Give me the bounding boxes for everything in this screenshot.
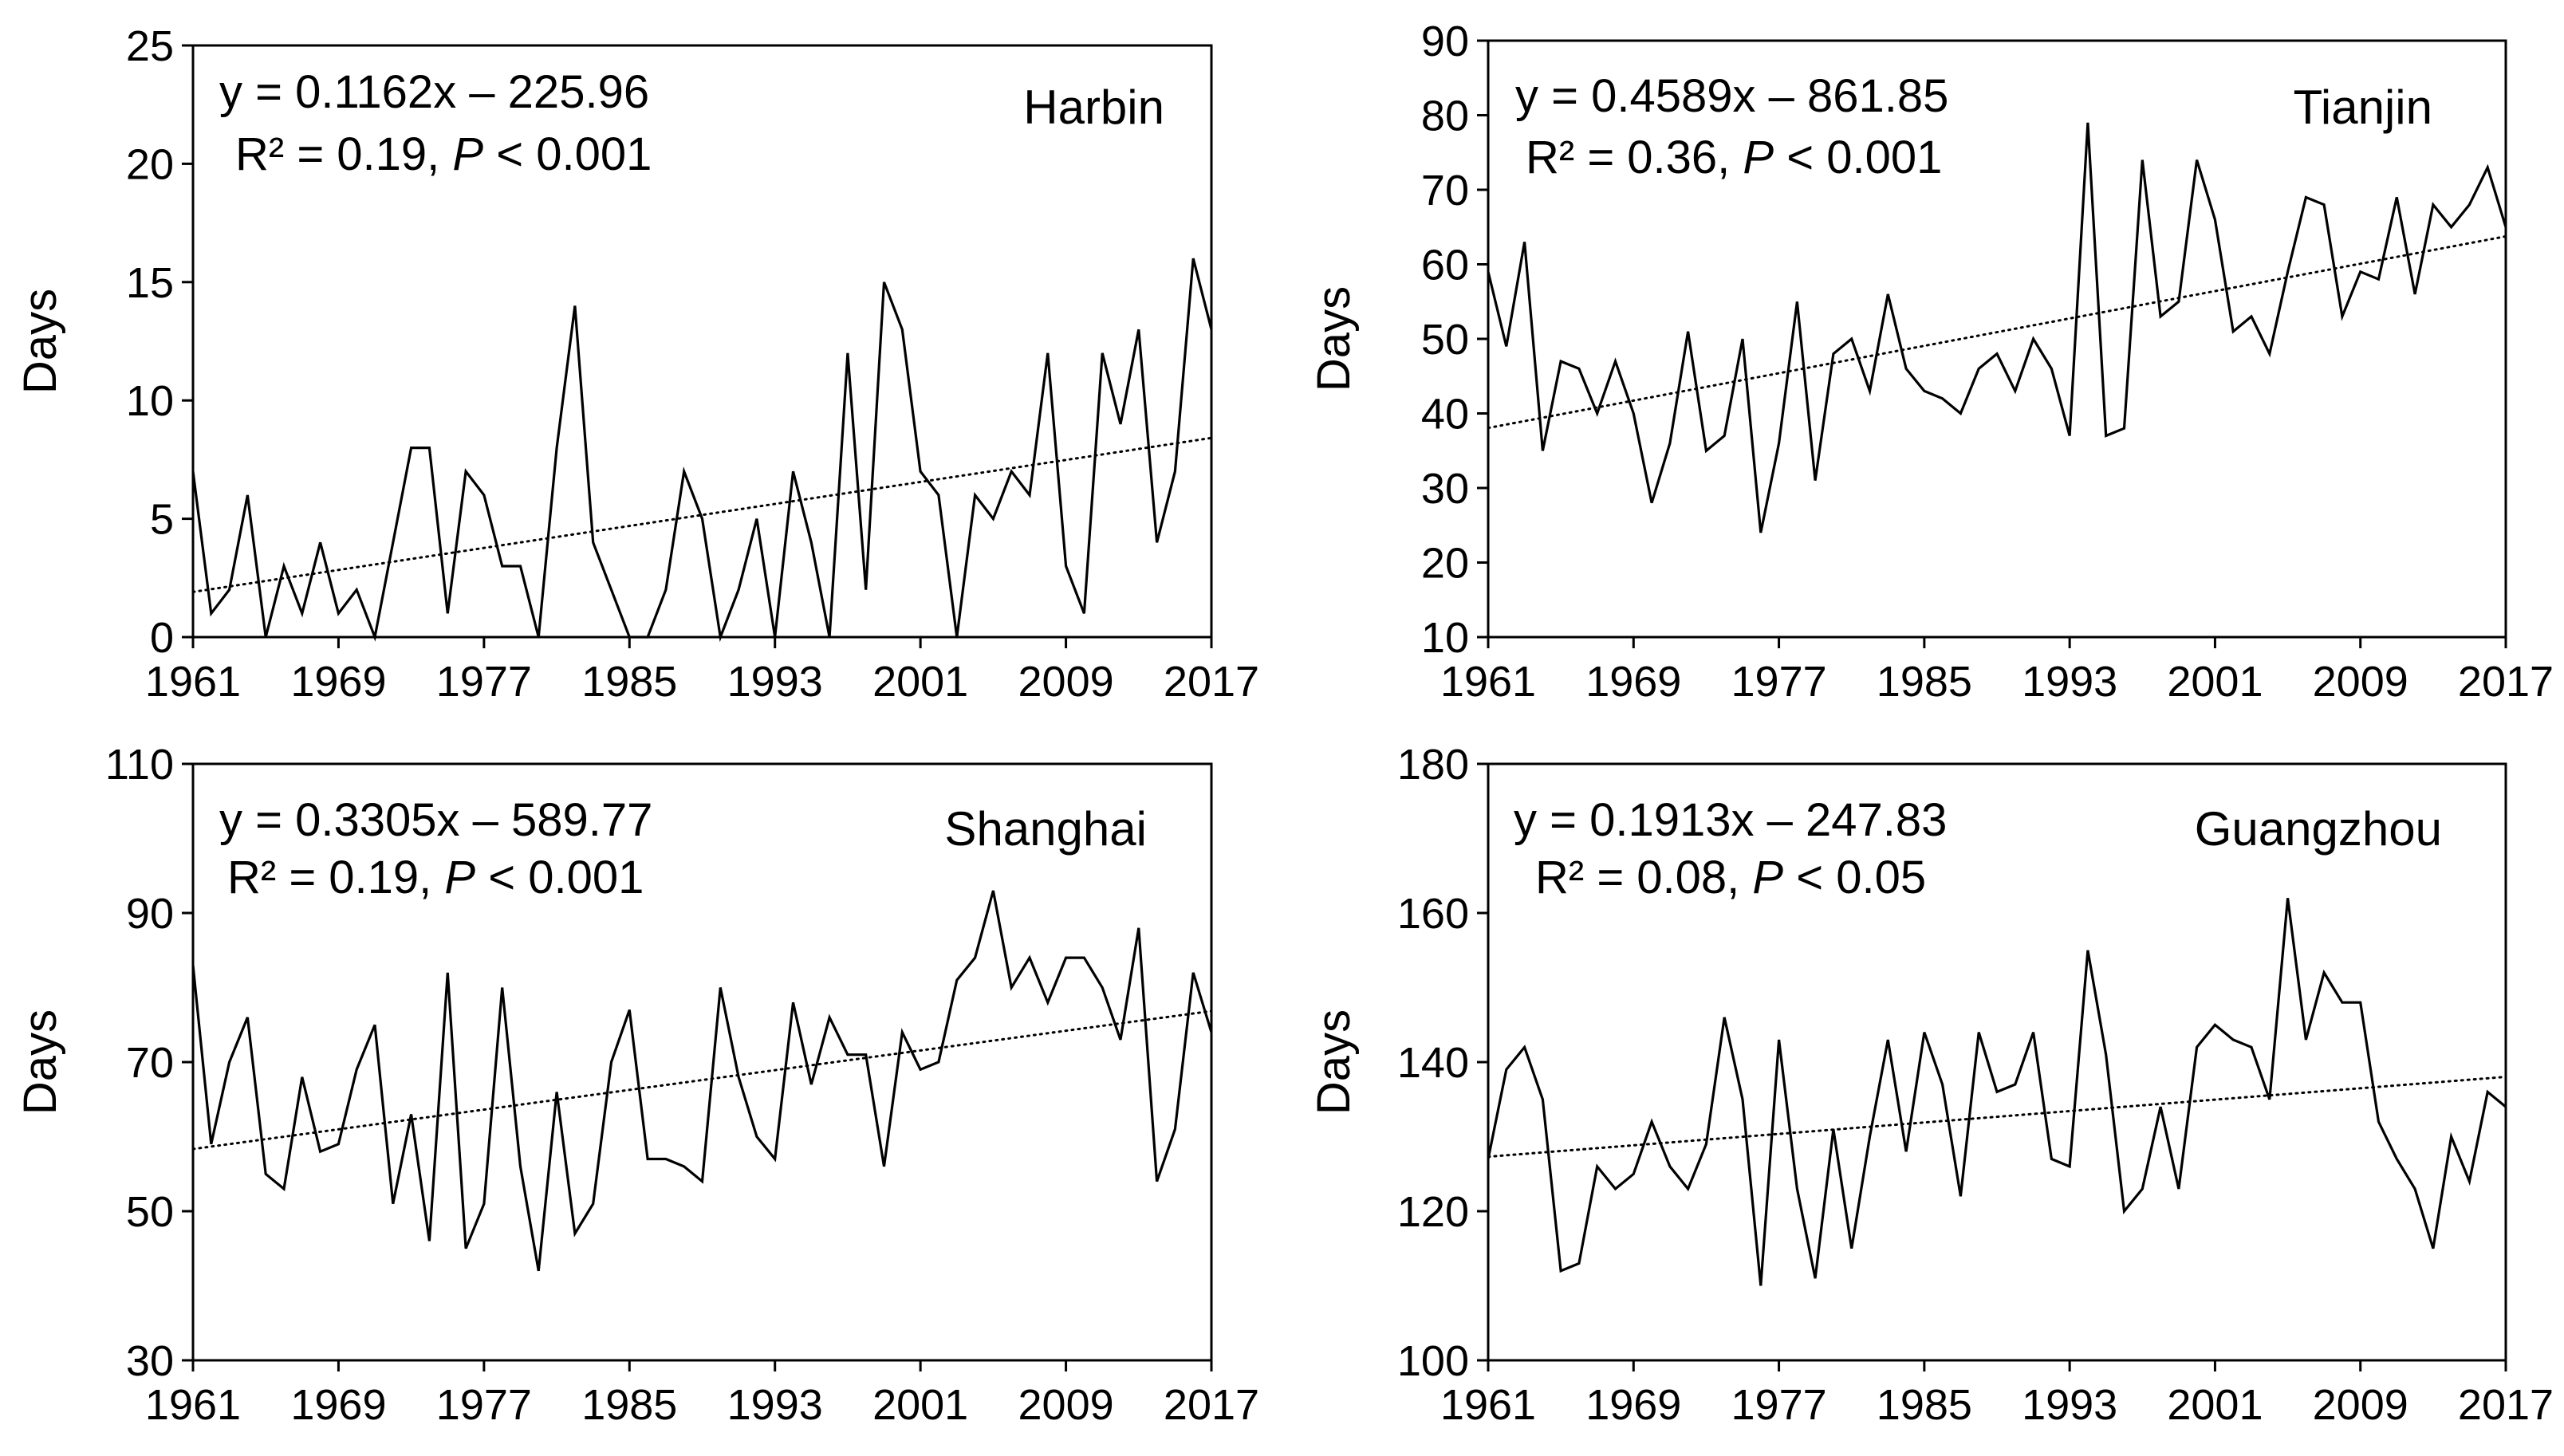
guangzhou-r2-text: R² = 0.08, P < 0.05 [1535, 852, 1926, 903]
guangzhou-x-tick-label: 2009 [2313, 1381, 2408, 1429]
harbin-y-tick-label: 10 [126, 377, 174, 425]
harbin-panel: 0 5 10 15 20 25 1961 1969 1977 1985 1993 2001 2009 20… [14, 22, 1259, 706]
tianjin-y-tick-label: 80 [1421, 92, 1469, 140]
tianjin-p-value: < 0.001 [1774, 132, 1942, 183]
harbin-y-tick-label: 15 [126, 259, 174, 307]
tianjin-panel: 10 20 30 40 50 60 70 80 90 1961 1969 1977 1985 1993 20… [1308, 18, 2554, 706]
harbin-x-tick-label: 1993 [727, 658, 823, 706]
harbin-x-tick-label: 1961 [145, 658, 241, 706]
tianjin-x-tick-label: 1961 [1440, 658, 1536, 706]
guangzhou-y-tick-label: 100 [1397, 1337, 1469, 1385]
harbin-p-symbol: P [452, 128, 483, 180]
harbin-r2-value: R² = 0.19, [235, 128, 452, 180]
guangzhou-p-symbol: P [1752, 852, 1783, 903]
guangzhou-y-tick-label: 180 [1397, 741, 1469, 789]
tianjin-x-tick-label: 2009 [2313, 658, 2408, 706]
guangzhou-trend-line [1487, 1075, 2507, 1159]
tianjin-y-tick-label: 20 [1421, 540, 1469, 588]
harbin-x-tick-label: 2017 [1164, 658, 1259, 706]
guangzhou-equation: y = 0.1913x – 247.83 [1514, 794, 1947, 846]
harbin-series-line [191, 258, 1213, 643]
shanghai-y-tick-label: 110 [105, 741, 174, 789]
harbin-p-value: < 0.001 [483, 128, 652, 180]
tianjin-y-axis-label: Days [1308, 286, 1360, 392]
guangzhou-series-line [1487, 898, 2507, 1286]
guangzhou-x-tick-label: 2017 [2458, 1381, 2554, 1429]
harbin-x-tick-label: 2001 [872, 658, 968, 706]
shanghai-x-tick-label: 1977 [436, 1381, 532, 1429]
shanghai-x-tick-label: 2001 [872, 1381, 968, 1429]
shanghai-equation: y = 0.3305x – 589.77 [219, 794, 652, 846]
tianjin-equation: y = 0.4589x – 861.85 [1515, 70, 1948, 122]
guangzhou-y-axis-label: Days [1308, 1009, 1360, 1115]
harbin-r2-text: R² = 0.19, P < 0.001 [235, 128, 652, 180]
tianjin-series-line [1487, 122, 2507, 533]
tianjin-r2-value: R² = 0.36, [1526, 132, 1743, 183]
guangzhou-x-tick-label: 2001 [2167, 1381, 2263, 1429]
tianjin-r2-text: R² = 0.36, P < 0.001 [1526, 132, 1942, 183]
shanghai-panel: 30 50 70 90 110 1961 1969 1977 1985 1993 2001 2009 2… [14, 741, 1259, 1429]
guangzhou-x-tick-label: 1969 [1585, 1381, 1681, 1429]
shanghai-r2-value: R² = 0.19, [227, 852, 444, 903]
harbin-y-tick-label: 25 [126, 22, 174, 70]
shanghai-y-tick-label: 70 [126, 1039, 174, 1087]
guangzhou-city-title: Guangzhou [2195, 802, 2442, 856]
shanghai-x-tick-label: 1993 [727, 1381, 823, 1429]
shanghai-y-tick-label: 30 [126, 1337, 174, 1385]
shanghai-y-tick-label: 90 [126, 890, 174, 938]
harbin-city-title: Harbin [1023, 81, 1164, 134]
shanghai-x-tick-label: 1961 [145, 1381, 241, 1429]
harbin-plot-frame [191, 44, 1213, 639]
shanghai-y-tick-label: 50 [126, 1188, 174, 1236]
tianjin-trend-line [1487, 234, 2507, 430]
shanghai-x-tick-label: 2009 [1018, 1381, 1114, 1429]
shanghai-r2-text: R² = 0.19, P < 0.001 [227, 852, 644, 903]
shanghai-x-tick-label: 1985 [581, 1381, 677, 1429]
harbin-trend-line [191, 436, 1213, 593]
harbin-y-tick-label: 5 [150, 496, 174, 544]
tianjin-x-tick-label: 2001 [2167, 658, 2263, 706]
guangzhou-x-tick-label: 1993 [2022, 1381, 2117, 1429]
tianjin-x-tick-label: 2017 [2458, 658, 2554, 706]
shanghai-city-title: Shanghai [944, 802, 1147, 856]
guangzhou-y-tick-label: 160 [1397, 890, 1469, 938]
tianjin-x-tick-label: 1969 [1585, 658, 1681, 706]
harbin-y-axis-label: Days [14, 289, 66, 394]
harbin-x-tick-label: 2009 [1018, 658, 1114, 706]
guangzhou-panel: 100 120 140 160 180 1961 1969 1977 1985 1993 2001 2… [1308, 741, 2554, 1429]
shanghai-p-value: < 0.001 [475, 852, 644, 903]
tianjin-y-tick-label: 30 [1421, 465, 1469, 513]
shanghai-y-axis-label: Days [14, 1009, 66, 1115]
harbin-y-tick-label: 0 [150, 614, 174, 662]
tianjin-y-tick-label: 90 [1421, 18, 1469, 65]
guangzhou-r2-value: R² = 0.08, [1535, 852, 1752, 903]
tianjin-p-symbol: P [1743, 132, 1774, 183]
tianjin-y-tick-label: 60 [1421, 242, 1469, 289]
harbin-x-tick-label: 1969 [290, 658, 386, 706]
tianjin-city-title: Tianjin [2293, 81, 2432, 134]
shanghai-p-symbol: P [444, 852, 475, 903]
shanghai-x-tick-label: 1969 [290, 1381, 386, 1429]
tianjin-y-tick-label: 40 [1421, 391, 1469, 439]
tianjin-x-tick-label: 1977 [1731, 658, 1827, 706]
harbin-x-tick-label: 1985 [581, 658, 677, 706]
tianjin-x-tick-label: 1993 [2022, 658, 2117, 706]
tianjin-y-tick-label: 50 [1421, 316, 1469, 364]
guangzhou-x-tick-label: 1977 [1731, 1381, 1827, 1429]
harbin-y-tick-label: 20 [126, 140, 174, 188]
harbin-x-tick-label: 1977 [436, 658, 532, 706]
guangzhou-x-tick-label: 1961 [1440, 1381, 1536, 1429]
harbin-equation: y = 0.1162x – 225.96 [219, 66, 649, 118]
tianjin-y-tick-label: 10 [1421, 614, 1469, 662]
guangzhou-y-tick-label: 120 [1397, 1188, 1469, 1236]
tianjin-y-tick-label: 70 [1421, 167, 1469, 214]
shanghai-x-tick-label: 2017 [1164, 1381, 1259, 1429]
shanghai-series-line [191, 890, 1213, 1272]
shanghai-trend-line [191, 1009, 1213, 1151]
guangzhou-y-tick-label: 140 [1397, 1039, 1469, 1087]
guangzhou-p-value: < 0.05 [1783, 852, 1926, 903]
guangzhou-x-tick-label: 1985 [1877, 1381, 1972, 1429]
tianjin-x-tick-label: 1985 [1877, 658, 1972, 706]
